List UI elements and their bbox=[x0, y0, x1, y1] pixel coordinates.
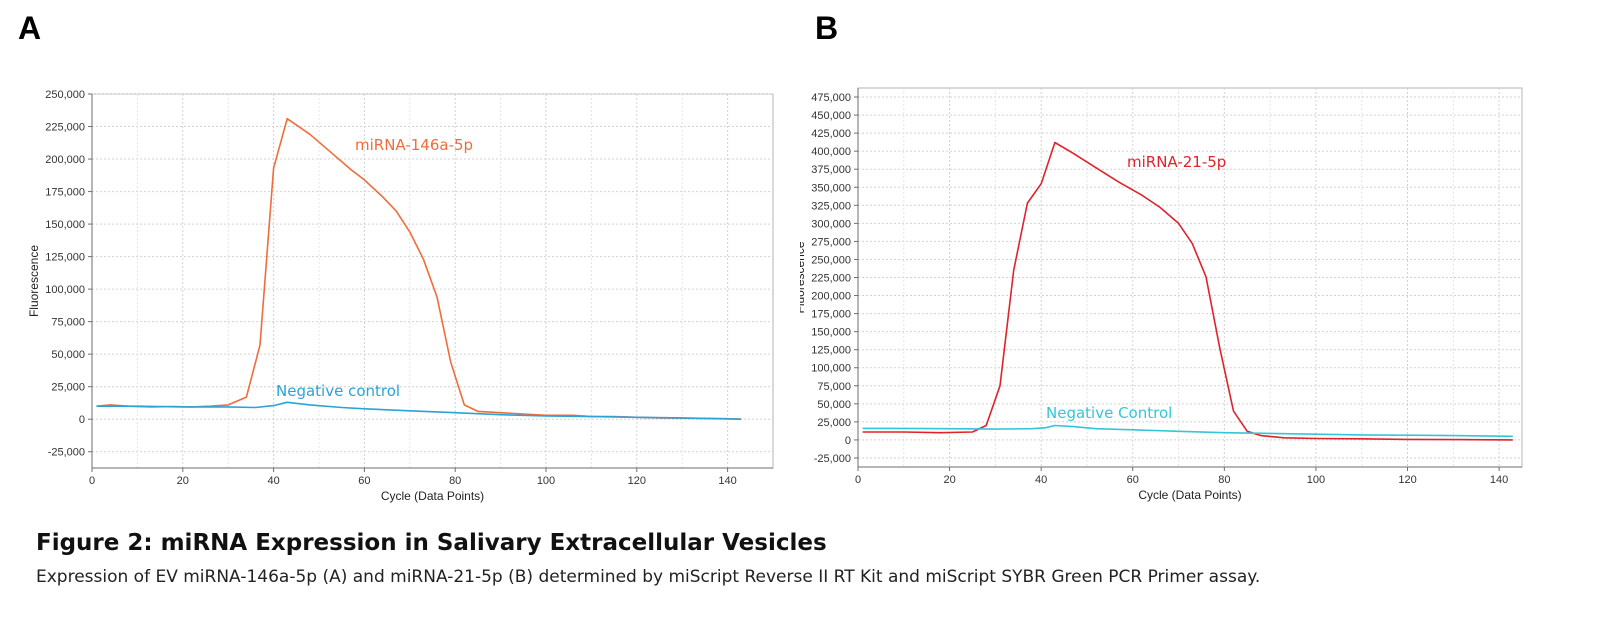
y-tick-label: 375,000 bbox=[811, 164, 851, 176]
grid bbox=[92, 93, 773, 468]
y-tick-label: 75,000 bbox=[817, 381, 851, 393]
series-line-mirna-21-5p bbox=[862, 141, 1513, 441]
y-tick-label: 300,000 bbox=[811, 218, 851, 230]
y-tick-label: -25,000 bbox=[814, 453, 851, 465]
y-axis-label: Fluorescence bbox=[800, 241, 807, 313]
y-tick-label: 150,000 bbox=[45, 219, 85, 231]
y-tick-label: 0 bbox=[845, 435, 851, 447]
x-axis-label: Cycle (Data Points) bbox=[381, 489, 484, 503]
y-tick-label: 200,000 bbox=[811, 291, 851, 303]
y-tick-label: 450,000 bbox=[811, 110, 851, 122]
x-tick-label: 120 bbox=[628, 475, 646, 487]
y-tick-label: 150,000 bbox=[811, 327, 851, 339]
y-tick-label: 100,000 bbox=[811, 363, 851, 375]
y-tick-label: 250,000 bbox=[811, 254, 851, 266]
y-tick-label: -25,000 bbox=[48, 447, 85, 459]
y-tick-label: 225,000 bbox=[45, 122, 85, 134]
series-label: miRNA-21-5p bbox=[1127, 153, 1226, 171]
x-tick-label: 100 bbox=[537, 475, 555, 487]
x-tick-label: 40 bbox=[1035, 474, 1047, 486]
y-tick-label: 425,000 bbox=[811, 128, 851, 140]
series-label: Negative control bbox=[276, 382, 400, 400]
x-tick-label: 140 bbox=[1490, 474, 1508, 486]
grid bbox=[858, 88, 1522, 467]
series-line-negative-control bbox=[862, 424, 1513, 438]
x-tick-label: 20 bbox=[177, 475, 189, 487]
chart-a: -25,000 0 25,000 50,000 75,000 100,000 125,000… bbox=[27, 89, 774, 503]
x-tick-label: 100 bbox=[1307, 474, 1325, 486]
panel-label-b: B bbox=[815, 10, 839, 46]
y-tick-label: 50,000 bbox=[817, 399, 851, 411]
y-tick-label: 50,000 bbox=[51, 349, 85, 361]
chart-b: -25,000 0 25,000 50,000 75,000 100,000 125,000… bbox=[800, 87, 1523, 502]
x-axis-label: Cycle (Data Points) bbox=[1138, 488, 1241, 502]
series-label: Negative Control bbox=[1046, 404, 1172, 422]
x-tick-label: 20 bbox=[943, 474, 955, 486]
figure-title: Figure 2: miRNA Expression in Salivary E… bbox=[36, 530, 827, 556]
y-tick-label: 175,000 bbox=[811, 309, 851, 321]
y-tick-label: 25,000 bbox=[51, 382, 85, 394]
panel-label-a: A bbox=[18, 10, 42, 46]
series-label: miRNA-146a-5p bbox=[355, 136, 473, 154]
y-tick-label: 125,000 bbox=[811, 345, 851, 357]
y-tick-label: 325,000 bbox=[811, 200, 851, 212]
x-tick-label: 60 bbox=[358, 475, 370, 487]
x-tick-label: 60 bbox=[1127, 474, 1139, 486]
x-tick-label: 140 bbox=[718, 475, 736, 487]
x-tick-label: 80 bbox=[1218, 474, 1230, 486]
y-tick-label: 0 bbox=[79, 414, 85, 426]
figure-caption: Expression of EV miRNA-146a-5p (A) and m… bbox=[36, 567, 1261, 587]
x-tick-label: 40 bbox=[267, 475, 279, 487]
y-tick-label: 175,000 bbox=[45, 187, 85, 199]
x-tick-label: 120 bbox=[1398, 474, 1416, 486]
y-tick-label: 475,000 bbox=[811, 92, 851, 104]
y-axis-label: Fluorescence bbox=[27, 245, 41, 317]
y-tick-label: 75,000 bbox=[51, 317, 85, 329]
y-tick-label: 400,000 bbox=[811, 146, 851, 158]
y-tick-label: 275,000 bbox=[811, 236, 851, 248]
y-tick-label: 200,000 bbox=[45, 154, 85, 166]
y-tick-label: 25,000 bbox=[817, 417, 851, 429]
y-tick-label: 225,000 bbox=[811, 273, 851, 285]
x-tick-label: 0 bbox=[89, 475, 95, 487]
x-tick-label: 80 bbox=[449, 475, 461, 487]
y-tick-label: 250,000 bbox=[45, 89, 85, 101]
x-tick-label: 0 bbox=[855, 474, 861, 486]
y-tick-label: 350,000 bbox=[811, 182, 851, 194]
series-line-negative-control bbox=[96, 401, 742, 420]
y-tick-label: 125,000 bbox=[45, 252, 85, 264]
y-tick-label: 100,000 bbox=[45, 284, 85, 296]
